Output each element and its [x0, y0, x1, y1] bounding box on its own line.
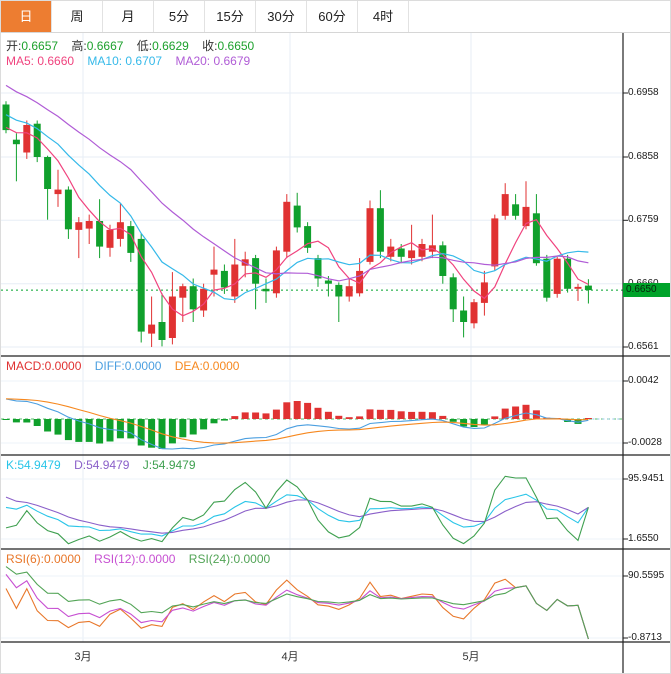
tab-weekly[interactable]: 周 — [52, 1, 103, 32]
tab-monthly[interactable]: 月 — [103, 1, 154, 32]
tab-15min[interactable]: 15分 — [205, 1, 256, 32]
close-value: 0.6650 — [217, 39, 255, 53]
d-value: D:54.9479 — [74, 458, 130, 472]
price-tick-label: 0.6858 — [628, 151, 659, 162]
ma5-value: MA5: 0.6660 — [6, 54, 75, 68]
macd-tick-label: 0.0042 — [628, 375, 659, 386]
month-label: 5月 — [462, 651, 480, 663]
open-label: 开: — [6, 39, 22, 53]
tab-5min[interactable]: 5分 — [154, 1, 205, 32]
high-value: 0.6667 — [86, 39, 124, 53]
kdj-tick-label: 1.6550 — [628, 533, 659, 544]
rsi-tick-label: 90.5595 — [628, 570, 665, 581]
price-tick-label: 0.6958 — [628, 87, 659, 98]
current-price-label: 0.6650 — [623, 283, 670, 298]
high-label: 高: — [71, 39, 87, 53]
ma10-value: MA10: 0.6707 — [87, 54, 163, 68]
tab-60min[interactable]: 60分 — [307, 1, 358, 32]
rsi24-value: RSI(24):0.0000 — [188, 552, 271, 566]
tab-4hour[interactable]: 4时 — [358, 1, 409, 32]
month-label: 4月 — [281, 651, 299, 663]
kdj-tick-label: 95.9451 — [628, 473, 665, 484]
macd-header: MACD:0.0000 DIFF:0.0000 DEA:0.0000 — [6, 359, 249, 373]
rsi6-value: RSI(6):0.0000 — [6, 552, 81, 566]
ohlc-row: 开:0.6657 高:0.6667 低:0.6629 收:0.6650 — [6, 37, 264, 54]
macd-value: MACD:0.0000 — [6, 359, 82, 373]
ma20-value: MA20: 0.6679 — [175, 54, 251, 68]
open-value: 0.6657 — [21, 39, 59, 53]
timeframe-tabbar: 日 周 月 5分 15分 30分 60分 4时 — [1, 1, 670, 33]
month-label: 3月 — [74, 651, 92, 663]
macd-tick-label: -0.0028 — [628, 437, 662, 448]
ma-row: MA5: 0.6660 MA10: 0.6707 MA20: 0.6679 — [6, 54, 260, 68]
price-tick-label: 0.6561 — [628, 341, 659, 352]
rsi-tick-label: -0.8713 — [628, 632, 662, 643]
dea-value: DEA:0.0000 — [174, 359, 240, 373]
diff-value: DIFF:0.0000 — [94, 359, 162, 373]
low-value: 0.6629 — [152, 39, 189, 53]
price-tick-label: 0.6759 — [628, 214, 659, 226]
rsi-header: RSI(6):0.0000 RSI(12):0.0000 RSI(24):0.0… — [6, 552, 280, 566]
j-value: J:54.9479 — [142, 458, 196, 472]
tab-30min[interactable]: 30分 — [256, 1, 307, 32]
low-label: 低: — [136, 39, 153, 53]
close-label: 收: — [202, 39, 218, 53]
k-value: K:54.9479 — [6, 458, 61, 472]
rsi12-value: RSI(12):0.0000 — [94, 552, 176, 566]
tab-daily[interactable]: 日 — [1, 1, 52, 32]
kdj-header: K:54.9479 D:54.9479 J:54.9479 — [6, 458, 206, 472]
